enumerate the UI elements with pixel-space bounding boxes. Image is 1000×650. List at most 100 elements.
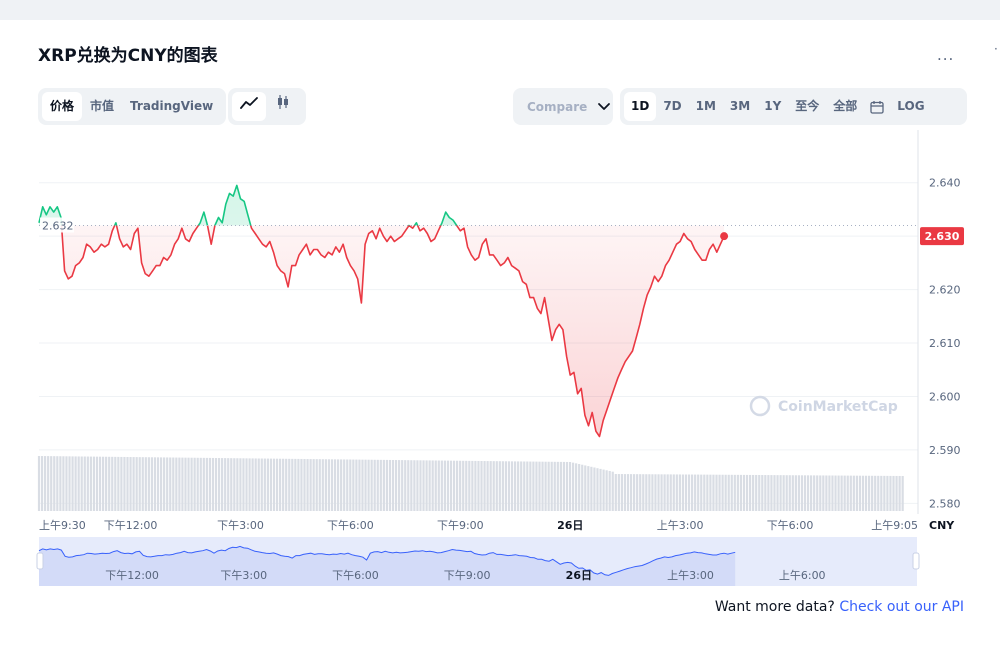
volume-bar: [517, 461, 520, 511]
log-scale-button[interactable]: LOG: [897, 99, 925, 113]
volume-bar: [294, 458, 297, 511]
volume-bar: [56, 456, 59, 511]
volume-bar: [825, 475, 828, 511]
volume-bar: [892, 475, 895, 511]
range-1y[interactable]: 1Y: [764, 99, 782, 113]
volume-bar: [642, 474, 645, 511]
volume-bar: [697, 474, 700, 511]
volume-bar: [535, 461, 538, 511]
api-link[interactable]: Check out our API: [839, 599, 964, 615]
range-all[interactable]: 全部: [833, 99, 858, 113]
x-tick-label: 下午12:00: [104, 519, 158, 532]
volume-bar: [584, 465, 587, 511]
edge-marker: ·: [994, 42, 998, 56]
range-1m[interactable]: 1M: [695, 99, 716, 113]
volume-bar: [752, 474, 755, 511]
volume-bar: [794, 475, 797, 511]
calendar-button[interactable]: [864, 92, 890, 121]
volume-bar: [492, 461, 495, 511]
volume-bar: [837, 475, 840, 511]
volume-bar: [791, 475, 794, 511]
volume-bar: [44, 456, 47, 511]
volume-bar: [120, 456, 123, 511]
volume-bar: [71, 456, 74, 511]
current-price-label: 2.630: [925, 230, 960, 243]
volume-bar: [562, 461, 566, 511]
volume-bar: [565, 461, 569, 511]
volume-bar: [813, 475, 816, 511]
range-1d[interactable]: 1D: [624, 92, 657, 121]
chart-style-switch: [228, 88, 306, 125]
volume-bar: [224, 458, 227, 511]
volume-bar: [758, 475, 761, 511]
volume-bar: [578, 464, 581, 511]
navigator-tick-label: 下午9:00: [444, 569, 491, 582]
time-range-switch: 1D 7D 1M 3M 1Y 至今 全部 LOG: [620, 88, 967, 125]
volume-bar: [364, 459, 367, 511]
volume-bar: [101, 456, 105, 511]
line-chart-icon: [240, 97, 258, 109]
candlestick-button[interactable]: [266, 92, 300, 121]
volume-bar: [694, 474, 697, 511]
volume-bar: [443, 460, 446, 511]
volume-bar: [230, 458, 233, 511]
y-tick-label: 2.600: [929, 390, 961, 403]
volume-bar: [178, 457, 181, 511]
price-chart[interactable]: 2.632 2.580 2.590 2.600 2.610 2.620 2.630 2.64…: [0, 130, 1000, 590]
volume-bar: [633, 474, 636, 511]
volume-bar: [385, 459, 389, 511]
navigator[interactable]: 下午12:00 下午3:00 下午6:00 下午9:00 26日 上午3:00 上午6:00: [36, 537, 920, 586]
volume-bar: [550, 461, 553, 511]
volume-bar: [666, 474, 669, 511]
volume-bar: [321, 459, 324, 511]
volume-bar: [269, 458, 273, 511]
volume-bar: [810, 475, 813, 511]
navigator-tick-label: 下午6:00: [332, 569, 379, 582]
volume-bar: [355, 459, 358, 511]
volume-bar: [156, 457, 160, 511]
volume-bar: [529, 461, 532, 511]
reference-label-bg: [40, 217, 74, 233]
volume-bar: [172, 457, 175, 511]
volume-bar: [510, 461, 514, 511]
volume-bar: [419, 460, 422, 511]
navigator-tick-label: 26日: [566, 569, 592, 582]
volume-bar: [520, 461, 523, 511]
volume-bar: [706, 474, 709, 511]
range-3m[interactable]: 3M: [729, 99, 751, 113]
volume-bar: [800, 475, 804, 511]
tab-tradingview[interactable]: TradingView: [130, 99, 214, 113]
volume-bar: [144, 457, 147, 511]
volume-bar: [382, 459, 385, 511]
volume-bar: [260, 458, 263, 511]
volume-bar: [315, 459, 318, 511]
more-options-button[interactable]: ...: [937, 46, 955, 64]
volume-bar: [852, 475, 855, 511]
volume-bar: [678, 474, 681, 511]
range-7d[interactable]: 7D: [663, 99, 682, 113]
range-ytd[interactable]: 至今: [795, 99, 820, 113]
compare-dropdown[interactable]: Compare: [513, 88, 613, 125]
line-chart-button[interactable]: [232, 92, 266, 121]
volume-bar: [700, 474, 703, 511]
tab-price[interactable]: 价格: [42, 92, 83, 121]
volume-bar: [135, 457, 138, 511]
volume-bar: [513, 461, 517, 511]
volume-bar: [53, 456, 56, 511]
volume-bar: [755, 474, 758, 511]
volume-bar: [840, 475, 843, 511]
volume-bar: [437, 460, 440, 511]
y-tick-label: 2.590: [929, 444, 961, 457]
chart-axes: 2.580 2.590 2.600 2.610 2.620 2.630 2.640 CoinM…: [39, 130, 964, 532]
volume-bar: [571, 462, 575, 511]
tab-market-cap[interactable]: 市值: [90, 99, 115, 113]
volume-bar: [654, 474, 657, 511]
volume-bar: [898, 475, 901, 511]
x-tick-label: 下午3:00: [217, 519, 264, 532]
volume-bar: [138, 457, 141, 511]
volume-bar: [336, 459, 340, 511]
volume-bar: [739, 474, 743, 511]
volume-bar: [593, 467, 596, 511]
volume-bar: [169, 457, 172, 511]
volume-bar: [89, 456, 92, 511]
